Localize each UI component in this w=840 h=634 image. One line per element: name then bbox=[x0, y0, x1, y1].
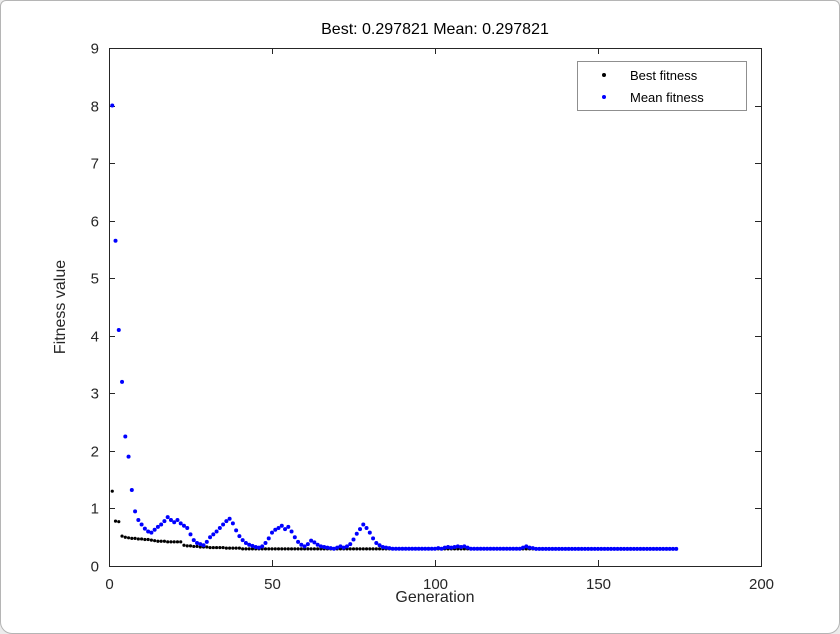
svg-text:3: 3 bbox=[91, 386, 99, 403]
chart-title: Best: 0.297821 Mean: 0.297821 bbox=[321, 21, 549, 38]
svg-text:7: 7 bbox=[91, 156, 99, 173]
mean-fitness-marker-icon bbox=[602, 95, 606, 99]
legend-box: Best fitness Mean fitness bbox=[577, 61, 747, 111]
best-fitness-marker-icon bbox=[602, 73, 606, 77]
svg-text:50: 50 bbox=[264, 576, 281, 593]
svg-text:100: 100 bbox=[423, 576, 448, 593]
y-axis-label: Fitness value bbox=[52, 259, 69, 355]
svg-text:5: 5 bbox=[91, 271, 99, 288]
svg-text:0: 0 bbox=[105, 576, 113, 593]
svg-text:4: 4 bbox=[91, 329, 99, 346]
svg-text:150: 150 bbox=[586, 576, 611, 593]
x-axis-label: Generation bbox=[395, 589, 475, 606]
svg-text:200: 200 bbox=[749, 576, 774, 593]
legend-item-mean: Mean fitness bbox=[578, 88, 746, 106]
svg-text:6: 6 bbox=[91, 214, 99, 231]
svg-text:9: 9 bbox=[91, 41, 99, 58]
legend-item-best: Best fitness bbox=[578, 66, 746, 84]
legend-marker-cell bbox=[578, 95, 630, 99]
legend-label-mean: Mean fitness bbox=[630, 89, 704, 105]
svg-text:8: 8 bbox=[91, 99, 99, 116]
svg-text:0: 0 bbox=[91, 559, 99, 576]
svg-text:2: 2 bbox=[91, 444, 99, 461]
legend-marker-cell bbox=[578, 73, 630, 77]
svg-text:1: 1 bbox=[91, 501, 99, 518]
legend-label-best: Best fitness bbox=[630, 67, 698, 83]
